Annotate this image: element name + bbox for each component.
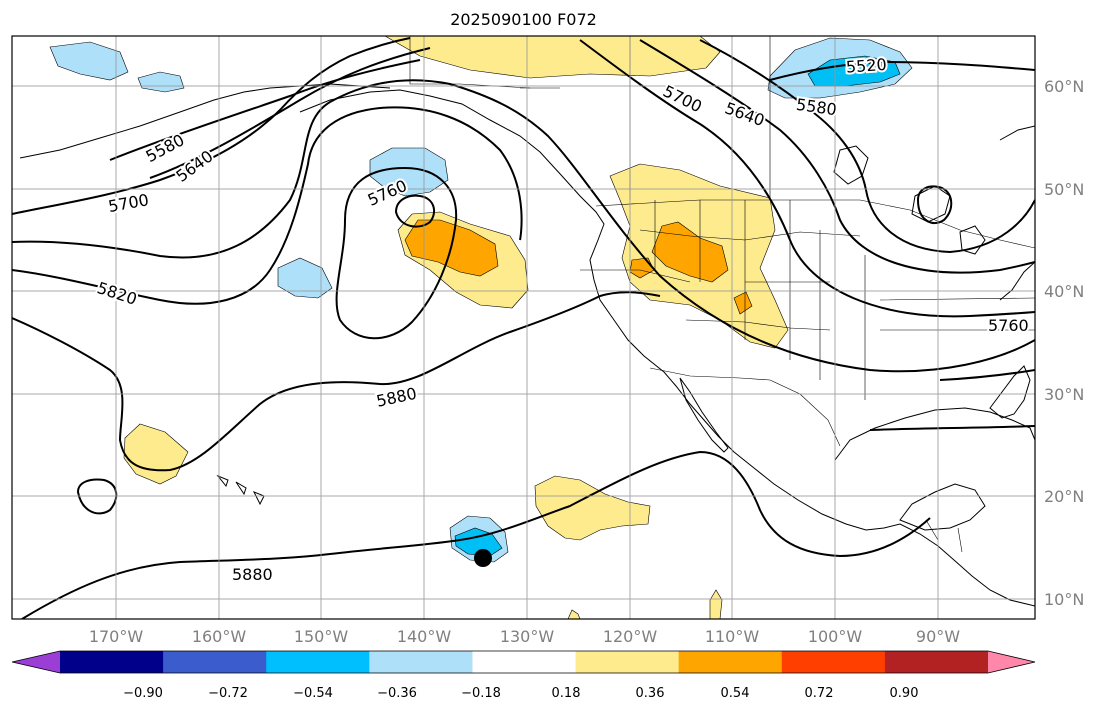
contour-label: 5520 — [845, 55, 887, 77]
colorbar-tick-label: −0.90 — [123, 686, 163, 701]
longitude-labels: 170°W 160°W 150°W 140°W 130°W 120°W 110°… — [89, 627, 960, 646]
coastlines — [19, 83, 1035, 607]
colorbar-tick-label: −0.36 — [377, 686, 417, 701]
strong-negative-anomaly-patch — [454, 527, 503, 557]
colorbar-segment — [266, 651, 370, 673]
lon-label: 90°W — [916, 627, 960, 646]
colorbar-segment — [575, 651, 680, 673]
florida-coast — [989, 365, 1031, 419]
colorbar-tick-label: −0.54 — [293, 686, 333, 701]
contour-5520 — [769, 60, 1035, 81]
lon-label: 120°W — [603, 627, 658, 646]
hawaii-islands — [216, 474, 265, 506]
lon-label: 110°W — [705, 627, 760, 646]
state-lines — [580, 200, 1035, 400]
lat-label: 20°N — [1044, 487, 1084, 506]
lat-label: 50°N — [1044, 180, 1084, 199]
contour-5640 — [149, 39, 1035, 274]
colorbar-segment — [472, 651, 577, 673]
lon-label: 130°W — [500, 627, 555, 646]
colorbar-outline — [11, 650, 1036, 674]
contour-5820 — [12, 106, 523, 305]
east-coast — [999, 261, 1035, 301]
lon-label: 160°W — [192, 627, 247, 646]
contour-5880-south — [21, 450, 931, 619]
contour-small-closed — [394, 194, 436, 228]
colorbar-segment — [678, 651, 783, 673]
colorbar-tick-label: 0.18 — [552, 686, 581, 701]
gulf-of-mexico-coast — [834, 407, 1035, 461]
positive-anomaly-patch — [534, 475, 651, 541]
contour-5760-closed — [335, 166, 458, 340]
contour-closed-east — [916, 185, 953, 225]
alaska-coast — [19, 83, 391, 159]
anomaly-shading — [49, 36, 913, 619]
colorbar-tick-label: 0.36 — [636, 686, 665, 701]
colorbar — [11, 650, 1036, 674]
height-contours — [12, 37, 1035, 619]
lat-label: 10°N — [1044, 590, 1084, 609]
contour-5760 — [12, 79, 1035, 373]
colorbar-segment — [163, 651, 267, 673]
negative-anomaly-patch — [49, 41, 129, 81]
contour-east-lower — [869, 425, 1035, 431]
lat-label: 30°N — [1044, 385, 1084, 404]
colorbar-segment — [781, 651, 886, 673]
strong-positive-anomaly-patch — [651, 221, 729, 283]
east-coast — [999, 125, 1035, 141]
colorbar-tick-label: −0.72 — [208, 686, 248, 701]
lon-label: 150°W — [294, 627, 349, 646]
lat-label: 60°N — [1044, 77, 1084, 96]
lon-label: 170°W — [89, 627, 144, 646]
colorbar-segment — [369, 651, 473, 673]
us-mexico-border — [649, 367, 841, 447]
map-title: 2025090100 F072 — [450, 10, 597, 29]
canada-us-border — [595, 199, 1035, 249]
lat-label: 40°N — [1044, 282, 1084, 301]
baja-coast — [679, 377, 729, 453]
colorbar-tick-labels: −0.90 −0.72 −0.54 −0.36 −0.18 0.18 0.36 … — [123, 686, 918, 701]
storm-position-marker — [474, 549, 492, 567]
lon-label: 100°W — [808, 627, 863, 646]
lon-label: 140°W — [397, 627, 452, 646]
contour-label: 5760 — [988, 316, 1029, 335]
latitude-labels: 60°N 50°N 40°N 30°N 20°N 10°N — [1044, 77, 1084, 609]
colorbar-segment — [60, 651, 164, 673]
negative-anomaly-patch — [137, 71, 185, 93]
colorbar-segment — [884, 651, 989, 673]
colorbar-tick-label: 0.54 — [721, 686, 750, 701]
negative-anomaly-patch — [369, 147, 449, 197]
colorbar-extend-high — [988, 651, 1035, 673]
colorbar-extend-low — [12, 651, 60, 673]
positive-anomaly-patch — [567, 609, 581, 619]
contour-5880-outer — [12, 291, 661, 472]
colorbar-tick-label: 0.90 — [890, 686, 919, 701]
colorbar-tick-label: 0.72 — [805, 686, 834, 701]
colorbar-tick-label: −0.18 — [461, 686, 501, 701]
contour-label: 5880 — [232, 565, 273, 584]
contour-east-mid — [939, 369, 1035, 381]
strong-positive-anomaly-patch — [733, 291, 753, 315]
positive-anomaly-patch — [709, 589, 723, 619]
negative-anomaly-patch — [277, 257, 333, 299]
graticule — [12, 36, 1035, 619]
central-america-borders — [925, 519, 963, 553]
north-america-coast — [299, 89, 1035, 607]
contour-5700 — [12, 37, 1035, 318]
map-frame — [11, 35, 1036, 620]
